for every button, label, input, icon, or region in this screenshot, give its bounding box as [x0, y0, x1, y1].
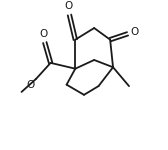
Text: O: O: [39, 29, 48, 39]
Text: O: O: [26, 80, 35, 90]
Text: O: O: [131, 27, 139, 37]
Text: O: O: [64, 1, 72, 11]
